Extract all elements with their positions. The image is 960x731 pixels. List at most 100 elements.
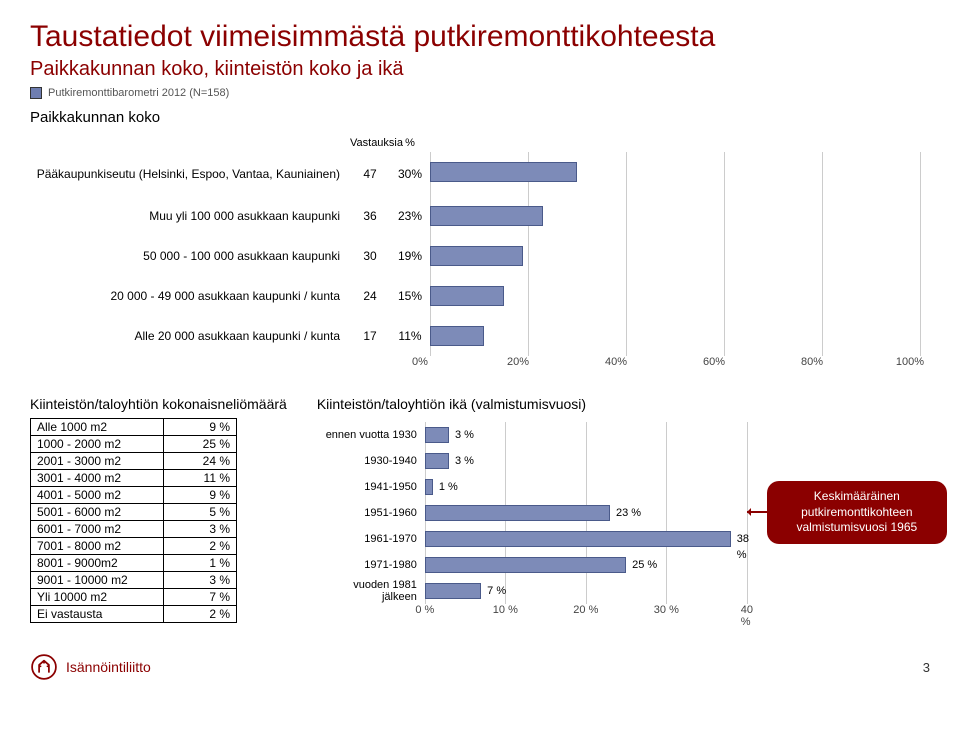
table-row: 7001 - 8000 m22 % xyxy=(31,538,237,555)
table-cell-label: 6001 - 7000 m2 xyxy=(31,521,164,538)
chart1-row: 20 000 - 49 000 asukkaan kaupunki / kunt… xyxy=(30,276,910,316)
chart2-bar xyxy=(425,479,433,495)
table-row: 8001 - 9000m21 % xyxy=(31,555,237,572)
legend-swatch xyxy=(30,87,42,99)
chart1-tick: 20% xyxy=(507,356,529,368)
chart1-bar xyxy=(430,326,484,346)
table-row: Ei vastausta2 % xyxy=(31,606,237,623)
chart2-bar xyxy=(425,583,481,599)
table-cell-pct: 1 % xyxy=(164,555,237,572)
table-cell-label: 5001 - 6000 m2 xyxy=(31,504,164,521)
chart1-pct: 30% xyxy=(390,167,430,181)
chart2: Kiinteistön/taloyhtiön ikä (valmistumisv… xyxy=(317,396,747,620)
section1-heading: Paikkakunnan koko xyxy=(30,109,930,126)
chart1-pct: 19% xyxy=(390,249,430,263)
logo: Isännöintiliitto xyxy=(30,653,151,681)
area-table-container: Kiinteistön/taloyhtiön kokonaisneliömäär… xyxy=(30,396,287,623)
legend: Putkiremonttibarometri 2012 (N=158) xyxy=(30,87,930,99)
table-cell-label: 3001 - 4000 m2 xyxy=(31,470,164,487)
chart2-row: 1951-1960 23 % xyxy=(317,500,747,526)
chart1-bar xyxy=(430,286,504,306)
chart1-label: 50 000 - 100 000 asukkaan kaupunki xyxy=(30,249,350,263)
table-cell-label: Ei vastausta xyxy=(31,606,164,623)
table-row: Yli 10000 m27 % xyxy=(31,589,237,606)
table-cell-pct: 5 % xyxy=(164,504,237,521)
logo-text: Isännöintiliitto xyxy=(66,659,151,675)
chart2-row: 1941-19501 % xyxy=(317,474,747,500)
chart1-pct: 15% xyxy=(390,289,430,303)
table-cell-pct: 24 % xyxy=(164,453,237,470)
table-cell-label: Alle 1000 m2 xyxy=(31,419,164,436)
chart2-label: ennen vuotta 1930 xyxy=(317,429,425,441)
chart2-bar xyxy=(425,505,610,521)
col-header-pct: % xyxy=(390,137,430,149)
chart1-value: 17 xyxy=(350,329,390,343)
chart2-label: vuoden 1981 jälkeen xyxy=(317,579,425,603)
chart2-tick: 10 % xyxy=(493,604,518,616)
chart1-value: 24 xyxy=(350,289,390,303)
callout-text: Keskimääräinen putkiremonttikohteen valm… xyxy=(796,489,917,534)
chart1-row: 50 000 - 100 000 asukkaan kaupunki3019% xyxy=(30,236,910,276)
page-subtitle: Paikkakunnan koko, kiinteistön koko ja i… xyxy=(30,58,930,81)
table-cell-pct: 25 % xyxy=(164,436,237,453)
chart2-bar xyxy=(425,557,626,573)
table-cell-pct: 2 % xyxy=(164,606,237,623)
page-title: Taustatiedot viimeisimmästä putkiremontt… xyxy=(30,20,930,54)
table-row: Alle 1000 m29 % xyxy=(31,419,237,436)
table-cell-pct: 9 % xyxy=(164,487,237,504)
chart1-bar xyxy=(430,206,543,226)
table-row: 5001 - 6000 m25 % xyxy=(31,504,237,521)
chart2-value: 3 % xyxy=(451,427,474,443)
chart2-row: ennen vuotta 1930 3 % xyxy=(317,422,747,448)
col-header-value: Vastauksia xyxy=(350,137,390,149)
table-row: 2001 - 3000 m224 % xyxy=(31,453,237,470)
chart2-bar xyxy=(425,453,449,469)
table-cell-pct: 3 % xyxy=(164,572,237,589)
chart2-tick: 20 % xyxy=(573,604,598,616)
chart2-value: 3 % xyxy=(451,453,474,469)
chart2-bar xyxy=(425,427,449,443)
chart2-tick: 30 % xyxy=(654,604,679,616)
chart2-label: 1930-1940 xyxy=(317,455,425,467)
chart2-value: 25 % xyxy=(628,557,657,573)
table-cell-pct: 7 % xyxy=(164,589,237,606)
table-row: 1000 - 2000 m225 % xyxy=(31,436,237,453)
table-row: 4001 - 5000 m29 % xyxy=(31,487,237,504)
chart2-label: 1951-1960 xyxy=(317,507,425,519)
chart2-tick: 40 % xyxy=(741,604,753,628)
chart1: Vastauksia % Pääkaupunkiseutu (Helsinki,… xyxy=(30,134,910,372)
table-row: 9001 - 10000 m23 % xyxy=(31,572,237,589)
chart1-tick: 100% xyxy=(896,356,924,368)
chart1-bar xyxy=(430,246,523,266)
chart1-label: Alle 20 000 asukkaan kaupunki / kunta xyxy=(30,329,350,343)
chart2-value: 7 % xyxy=(483,583,506,599)
table-cell-pct: 11 % xyxy=(164,470,237,487)
area-table-title: Kiinteistön/taloyhtiön kokonaisneliömäär… xyxy=(30,396,287,412)
chart2-label: 1961-1970 xyxy=(317,533,425,545)
chart1-tick: 0% xyxy=(412,356,428,368)
table-cell-pct: 2 % xyxy=(164,538,237,555)
table-cell-label: Yli 10000 m2 xyxy=(31,589,164,606)
callout: Keskimääräinen putkiremonttikohteen valm… xyxy=(767,481,947,544)
table-cell-pct: 3 % xyxy=(164,521,237,538)
chart1-bar xyxy=(430,162,577,182)
chart2-row: 1930-1940 3 % xyxy=(317,448,747,474)
legend-text: Putkiremonttibarometri 2012 (N=158) xyxy=(48,87,229,99)
chart1-row: Muu yli 100 000 asukkaan kaupunki3623% xyxy=(30,196,910,236)
chart1-row: Alle 20 000 asukkaan kaupunki / kunta171… xyxy=(30,316,910,356)
chart1-label: 20 000 - 49 000 asukkaan kaupunki / kunt… xyxy=(30,289,350,303)
chart1-tick: 40% xyxy=(605,356,627,368)
logo-icon xyxy=(30,653,58,681)
chart2-row: vuoden 1981 jälkeen 7 % xyxy=(317,578,747,604)
chart1-value: 30 xyxy=(350,249,390,263)
chart2-tick: 0 % xyxy=(415,604,434,616)
table-cell-label: 2001 - 3000 m2 xyxy=(31,453,164,470)
table-cell-label: 9001 - 10000 m2 xyxy=(31,572,164,589)
table-cell-pct: 9 % xyxy=(164,419,237,436)
table-cell-label: 4001 - 5000 m2 xyxy=(31,487,164,504)
area-table: Alle 1000 m29 %1000 - 2000 m225 %2001 - … xyxy=(30,418,237,623)
chart1-pct: 23% xyxy=(390,209,430,223)
chart2-value: 23 % xyxy=(612,505,641,521)
chart1-row: Pääkaupunkiseutu (Helsinki, Espoo, Vanta… xyxy=(30,152,910,196)
chart1-tick: 60% xyxy=(703,356,725,368)
